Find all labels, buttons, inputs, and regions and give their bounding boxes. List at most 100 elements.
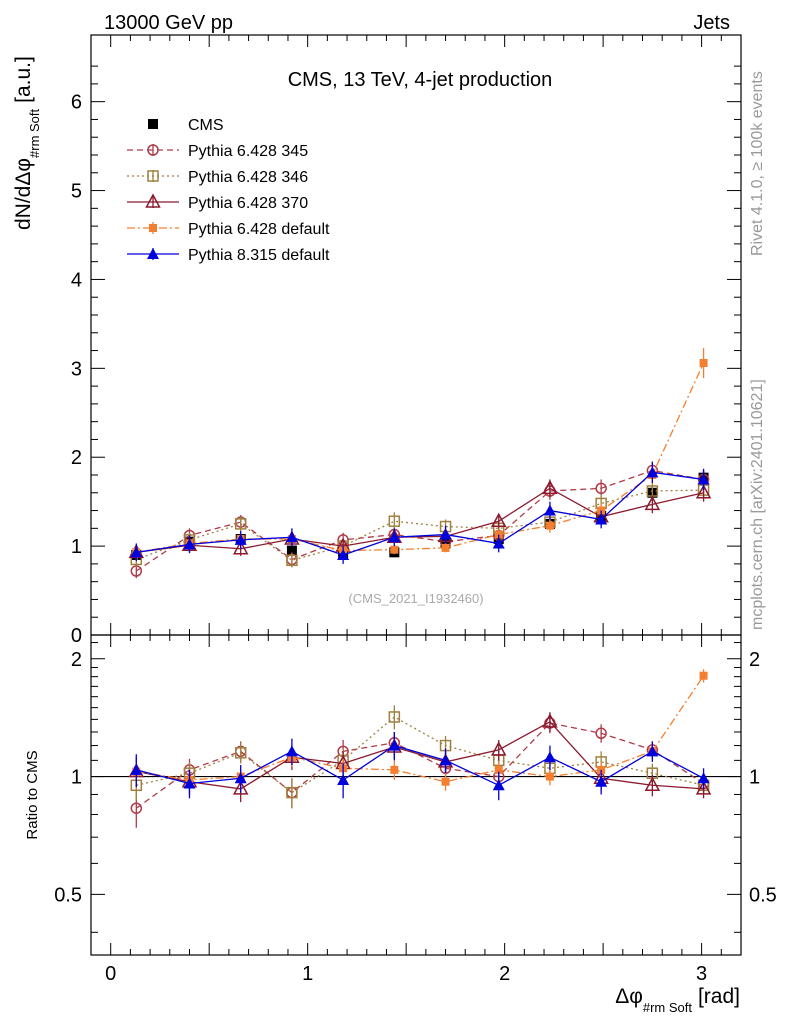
analysis-id: (CMS_2021_I1932460) xyxy=(348,591,483,606)
ratio-point xyxy=(492,779,505,791)
x-axis-label-sub: #rm Soft xyxy=(643,1000,693,1015)
legend-marker xyxy=(147,248,159,259)
legend-label: Pythia 6.428 346 xyxy=(188,169,308,186)
ratio-series-pythia-6-428-346 xyxy=(130,705,710,809)
y-axis-label-main: dN/dΔφ xyxy=(12,158,35,230)
data-point xyxy=(441,543,450,552)
ratio-line xyxy=(136,675,705,783)
data-point xyxy=(545,521,554,530)
data-point xyxy=(492,537,505,549)
data-point xyxy=(439,528,452,540)
series-line xyxy=(136,362,705,553)
ratio-point xyxy=(390,765,399,774)
ratio-point xyxy=(234,772,247,784)
ratio-point xyxy=(285,745,298,757)
rivet-label: Rivet 4.1.0, ≥ 100k events xyxy=(749,71,766,256)
data-point xyxy=(490,512,507,527)
data-point xyxy=(695,484,712,499)
main-y-tick-label: 4 xyxy=(71,269,82,291)
legend: CMS Pythia 6.428 345 Pythia 6.428 346 Pythi… xyxy=(127,117,330,264)
ratio-point xyxy=(232,780,249,795)
y-axis-label-sub: #rm Soft xyxy=(27,108,42,158)
ratio-point xyxy=(234,747,247,759)
ratio-y-tick-label: 1 xyxy=(71,767,82,789)
ratio-point xyxy=(441,777,450,786)
legend-item: Pythia 6.428 default xyxy=(127,221,330,238)
data-point xyxy=(697,473,710,485)
main-y-tick-label: 3 xyxy=(71,358,82,380)
ratio-point xyxy=(646,745,659,757)
ratio-point xyxy=(543,751,556,763)
main-y-tick-label: 2 xyxy=(71,447,82,469)
ratio-point xyxy=(439,754,452,766)
data-point xyxy=(337,549,350,560)
mcplots-label: mcplots.cern.ch [arXiv:2401.10621] xyxy=(749,379,766,630)
series-pythia-6-428-default xyxy=(132,347,708,557)
ratio-series-pythia-6-428-370 xyxy=(128,712,712,803)
data-point xyxy=(130,546,143,558)
data-point xyxy=(285,531,298,543)
data-point xyxy=(388,531,401,543)
data-point xyxy=(390,545,399,554)
series-pythia-6-428-370 xyxy=(128,479,712,560)
legend-item: Pythia 6.428 370 xyxy=(127,193,308,212)
series-line xyxy=(135,469,704,572)
ratio-point xyxy=(388,711,401,723)
legend-label: CMS xyxy=(188,117,224,134)
legend-item: Pythia 8.315 default xyxy=(127,247,330,264)
legend-label: Pythia 8.315 default xyxy=(188,247,330,264)
legend-item: Pythia 6.428 346 xyxy=(127,169,308,186)
legend-marker xyxy=(147,144,159,156)
ratio-frame xyxy=(90,634,742,956)
ratio-point xyxy=(130,802,143,814)
legend-item: CMS xyxy=(148,117,224,134)
ratio-y-tick-label-right: 0.5 xyxy=(749,884,777,906)
ratio-point xyxy=(490,741,507,756)
x-tick-label: 3 xyxy=(696,963,707,985)
legend-marker xyxy=(148,119,158,129)
data-point xyxy=(232,540,249,555)
data-point xyxy=(234,518,247,530)
data-point xyxy=(183,538,196,550)
ratio-y-tick-label: 0.5 xyxy=(54,884,82,906)
main-y-tick-label: 6 xyxy=(71,92,82,114)
data-point xyxy=(595,482,607,495)
ratio-line xyxy=(136,716,704,794)
data-point xyxy=(644,495,661,511)
x-axis-label-main: Δφ xyxy=(615,985,643,1008)
ratio-y-tick-label: 2 xyxy=(71,649,82,671)
x-tick-label: 0 xyxy=(105,963,116,985)
ratio-y-tick-label-right: 1 xyxy=(749,767,760,789)
ratio-point xyxy=(697,772,710,784)
data-point xyxy=(543,504,556,516)
header-right: Jets xyxy=(693,12,730,34)
legend-marker xyxy=(149,224,157,232)
ratio-point xyxy=(130,763,143,775)
data-point xyxy=(595,513,608,525)
x-tick-label: 2 xyxy=(499,963,510,985)
y-axis-label: dN/dΔφ#rm Soft [a.u.] xyxy=(12,56,42,230)
ratio-point xyxy=(542,713,558,728)
x-axis-label: Δφ#rm Soft [rad] xyxy=(615,985,740,1015)
ratio-point xyxy=(644,776,661,792)
ratio-axis-label: Ratio to CMS xyxy=(24,750,41,839)
data-point xyxy=(234,533,247,545)
series-line xyxy=(136,471,704,556)
chart-title: CMS, 13 TeV, 4-jet production xyxy=(288,69,553,91)
main-y-tick-label: 5 xyxy=(71,181,82,203)
data-point xyxy=(542,479,558,495)
legend-marker xyxy=(145,193,161,208)
data-point xyxy=(286,545,297,556)
ratio-series-pythia-8-315-default xyxy=(130,731,710,801)
ratio-y-tick-label-right: 2 xyxy=(749,649,760,671)
legend-label: Pythia 6.428 370 xyxy=(188,195,308,212)
ratio-series-pythia-6-428-default xyxy=(132,669,708,791)
ratio-line xyxy=(135,722,704,809)
ratio-point xyxy=(286,786,298,799)
legend-label: Pythia 6.428 345 xyxy=(188,143,308,160)
legend-label: Pythia 6.428 default xyxy=(188,221,330,238)
data-point xyxy=(286,554,298,567)
legend-marker xyxy=(147,170,159,182)
ratio-point xyxy=(388,739,401,751)
